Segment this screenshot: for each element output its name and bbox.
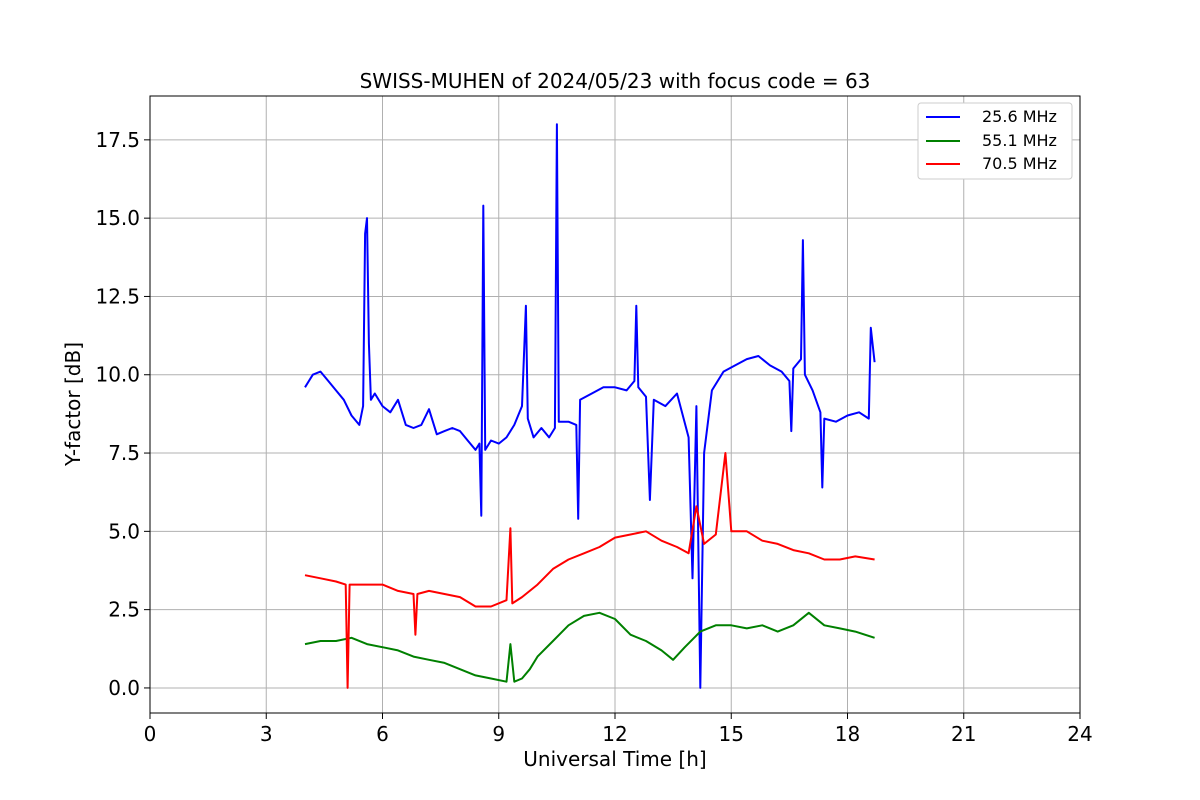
series-line-25-6-mhz (304, 123, 876, 689)
y-tick-label: 15.0 (95, 206, 140, 230)
y-tick-label: 7.5 (108, 441, 140, 465)
x-tick-label: 9 (492, 722, 505, 746)
y-tick-label: 17.5 (95, 128, 140, 152)
y-tick-label: 0.0 (108, 676, 140, 700)
y-tick-label: 10.0 (95, 363, 140, 387)
legend: 25.6 MHz 55.1 MHz 70.5 MHz (917, 102, 1073, 180)
legend-label-55-1: 55.1 MHz (982, 131, 1057, 150)
y-axis-label: Y-factor [dB] (61, 342, 85, 467)
x-tick-label: 21 (951, 722, 976, 746)
series-layer (304, 123, 876, 689)
y-tick-label: 12.5 (95, 284, 140, 308)
series-line-70-5-mhz (304, 452, 875, 689)
x-tick-label: 15 (719, 722, 744, 746)
y-axis: 0.0 2.5 5.0 7.5 10.0 12.5 15.0 17.5 (95, 128, 150, 700)
legend-label-70-5: 70.5 MHz (982, 154, 1057, 173)
series-line-55-1-mhz (304, 611, 875, 683)
x-tick-label: 3 (260, 722, 273, 746)
y-tick-label: 5.0 (108, 519, 140, 543)
x-tick-label: 24 (1067, 722, 1092, 746)
x-tick-label: 12 (602, 722, 627, 746)
y-tick-label: 2.5 (108, 598, 140, 622)
x-axis-label: Universal Time [h] (523, 747, 706, 771)
x-tick-label: 18 (835, 722, 860, 746)
x-axis: 0 3 6 9 12 15 18 21 24 (144, 713, 1093, 746)
x-tick-label: 6 (376, 722, 389, 746)
chart-title: SWISS-MUHEN of 2024/05/23 with focus cod… (360, 69, 871, 93)
legend-label-25-6: 25.6 MHz (982, 107, 1057, 126)
x-tick-label: 0 (144, 722, 157, 746)
legend-box (917, 102, 1073, 180)
